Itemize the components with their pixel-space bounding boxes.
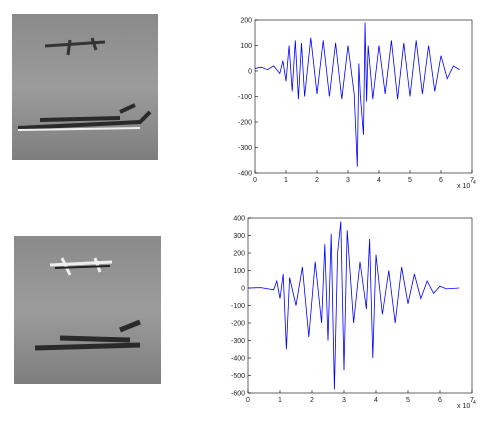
x-multiplier: x 10 bbox=[457, 183, 470, 190]
plot-area bbox=[254, 19, 473, 174]
y-tick-label: 200 bbox=[233, 251, 245, 258]
y-tick-label: 100 bbox=[240, 43, 252, 50]
image-top bbox=[12, 14, 158, 160]
y-tick-label: -500 bbox=[231, 373, 245, 380]
x-tick-label: 6 bbox=[439, 177, 443, 184]
x-multiplier-exp: 4 bbox=[473, 400, 476, 406]
x-tick-label: 6 bbox=[438, 397, 442, 404]
x-tick-label: 0 bbox=[246, 397, 250, 404]
y-tick-label: 400 bbox=[233, 216, 245, 223]
plot-area bbox=[247, 217, 473, 394]
x-tick-label: 0 bbox=[253, 177, 257, 184]
x-tick-label: 3 bbox=[346, 177, 350, 184]
y-tick-label: -600 bbox=[231, 391, 245, 398]
y-tick-label: 300 bbox=[233, 233, 245, 240]
y-tick-label: -200 bbox=[231, 321, 245, 328]
y-tick-label: -200 bbox=[238, 120, 252, 127]
x-tick-label: 2 bbox=[310, 397, 314, 404]
y-tick-label: -100 bbox=[231, 303, 245, 310]
y-tick-label: 200 bbox=[240, 18, 252, 25]
x-multiplier-exp: 4 bbox=[473, 180, 476, 186]
x-tick-label: 7 bbox=[470, 397, 474, 404]
y-tick-label: -300 bbox=[231, 338, 245, 345]
image-bottom bbox=[14, 236, 161, 384]
y-tick-label: -300 bbox=[238, 145, 252, 152]
x-tick-label: 3 bbox=[342, 397, 346, 404]
y-tick-label: 0 bbox=[248, 69, 252, 76]
y-tick-label: 0 bbox=[241, 286, 245, 293]
x-tick-label: 5 bbox=[408, 177, 412, 184]
y-tick-label: 100 bbox=[233, 268, 245, 275]
x-tick-label: 1 bbox=[278, 397, 282, 404]
x-tick-label: 1 bbox=[284, 177, 288, 184]
signal-line bbox=[247, 221, 460, 390]
x-multiplier: x 10 bbox=[457, 403, 470, 410]
x-tick-label: 2 bbox=[315, 177, 319, 184]
x-tick-label: 4 bbox=[374, 397, 378, 404]
signal-line bbox=[254, 22, 460, 167]
x-tick-label: 7 bbox=[470, 177, 474, 184]
y-tick-label: -400 bbox=[238, 171, 252, 178]
x-tick-label: 5 bbox=[406, 397, 410, 404]
x-tick-label: 4 bbox=[377, 177, 381, 184]
y-tick-label: -400 bbox=[231, 356, 245, 363]
y-tick-label: -100 bbox=[238, 94, 252, 101]
